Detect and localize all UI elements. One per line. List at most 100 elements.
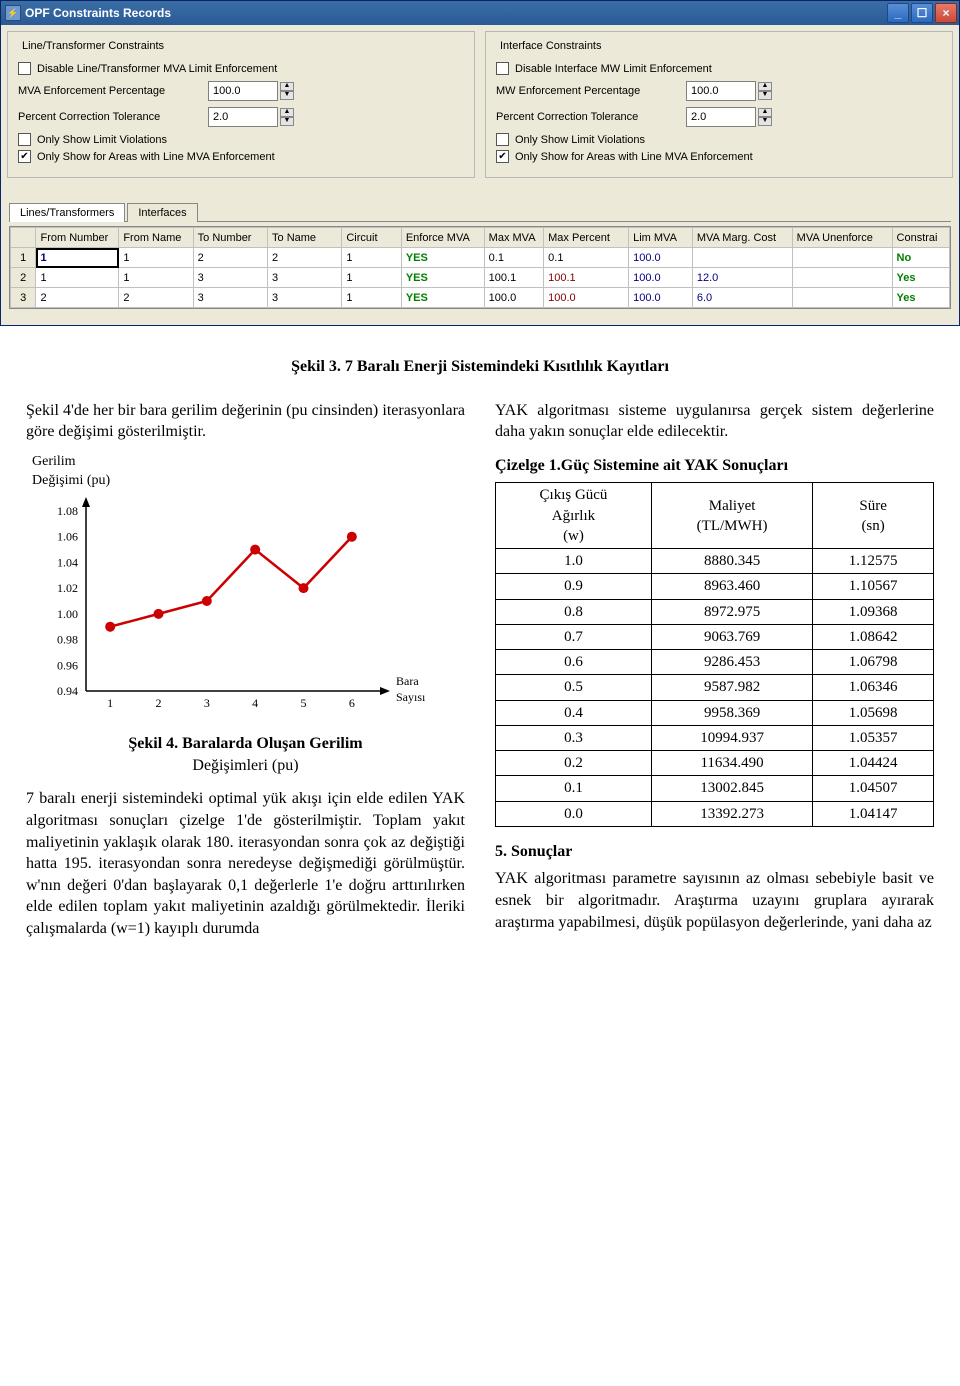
- column-header[interactable]: Constrai: [892, 228, 949, 248]
- mw-enforcement-input[interactable]: 100.0: [686, 81, 756, 101]
- grid-cell[interactable]: 3: [193, 268, 267, 288]
- grid-cell[interactable]: 100.0: [484, 288, 543, 308]
- column-header[interactable]: MVA Marg. Cost: [692, 228, 792, 248]
- tol-spinner[interactable]: ▲▼: [758, 108, 772, 126]
- table-row[interactable]: 322331YES100.0100.0100.06.0Yes: [11, 288, 950, 308]
- grid-cell[interactable]: 1: [342, 248, 401, 268]
- grid-cell[interactable]: 100.1: [544, 268, 629, 288]
- column-header[interactable]: To Name: [268, 228, 342, 248]
- grid-cell[interactable]: Yes: [892, 268, 949, 288]
- svg-text:5: 5: [301, 696, 307, 710]
- only-areas-checkbox[interactable]: ✔ Only Show for Areas with Line MVA Enfo…: [18, 150, 464, 163]
- grid-cell[interactable]: [792, 248, 892, 268]
- tab-interfaces[interactable]: Interfaces: [127, 203, 197, 222]
- grid-cell[interactable]: 1: [119, 268, 193, 288]
- svg-text:1.08: 1.08: [57, 504, 78, 518]
- grid-cell[interactable]: 1: [342, 268, 401, 288]
- svg-text:0.98: 0.98: [57, 632, 78, 646]
- column-header[interactable]: From Name: [119, 228, 193, 248]
- only-areas-checkbox[interactable]: ✔ Only Show for Areas with Line MVA Enfo…: [496, 150, 942, 163]
- pct-tolerance-input[interactable]: 2.0: [208, 107, 278, 127]
- grid-cell[interactable]: 3: [268, 288, 342, 308]
- maximize-button[interactable]: ☐: [911, 3, 933, 23]
- grid-cell[interactable]: 0.1: [484, 248, 543, 268]
- titlebar[interactable]: ⚡ OPF Constraints Records _ ☐ ×: [1, 1, 959, 25]
- table-row[interactable]: 211331YES100.1100.1100.012.0Yes: [11, 268, 950, 288]
- table-cell: 0.1: [496, 776, 652, 801]
- only-violations-checkbox[interactable]: Only Show Limit Violations: [18, 133, 464, 146]
- minimize-button[interactable]: _: [887, 3, 909, 23]
- svg-text:4: 4: [252, 696, 258, 710]
- grid-cell[interactable]: Yes: [892, 288, 949, 308]
- spin-down-icon[interactable]: ▼: [280, 117, 294, 126]
- spin-up-icon[interactable]: ▲: [758, 108, 772, 117]
- column-header[interactable]: To Number: [193, 228, 267, 248]
- spin-down-icon[interactable]: ▼: [758, 117, 772, 126]
- grid-cell[interactable]: 1: [119, 248, 193, 268]
- disable-line-mva-checkbox[interactable]: Disable Line/Transformer MVA Limit Enfor…: [18, 62, 464, 75]
- mva-spinner[interactable]: ▲▼: [280, 82, 294, 100]
- column-header[interactable]: From Number: [36, 228, 119, 248]
- table-cell: 1.04424: [813, 751, 934, 776]
- grid-cell[interactable]: YES: [401, 248, 484, 268]
- table-row: 0.59587.9821.06346: [496, 675, 934, 700]
- line-transformer-constraints-group: Line/Transformer Constraints Disable Lin…: [7, 31, 475, 178]
- grid-cell[interactable]: YES: [401, 268, 484, 288]
- grid-cell[interactable]: 2: [268, 248, 342, 268]
- table-cell: 1.10567: [813, 574, 934, 599]
- grid-cell[interactable]: 100.0: [629, 288, 693, 308]
- grid-cell[interactable]: 100.0: [629, 248, 693, 268]
- spin-down-icon[interactable]: ▼: [280, 91, 294, 100]
- tol-spinner[interactable]: ▲▼: [280, 108, 294, 126]
- tab-lines-transformers[interactable]: Lines/Transformers: [9, 203, 125, 222]
- grid-cell[interactable]: [792, 268, 892, 288]
- svg-text:0.96: 0.96: [57, 658, 78, 672]
- grid-cell[interactable]: 3: [193, 288, 267, 308]
- spin-down-icon[interactable]: ▼: [758, 91, 772, 100]
- grid-cell[interactable]: 2: [36, 288, 119, 308]
- grid-cell[interactable]: 3: [268, 268, 342, 288]
- disable-interface-mw-checkbox[interactable]: Disable Interface MW Limit Enforcement: [496, 62, 942, 75]
- constraints-grid[interactable]: From NumberFrom NameTo NumberTo NameCirc…: [9, 226, 951, 309]
- interface-constraints-group: Interface Constraints Disable Interface …: [485, 31, 953, 178]
- grid-cell[interactable]: No: [892, 248, 949, 268]
- grid-cell[interactable]: [692, 248, 792, 268]
- grid-cell[interactable]: 1: [36, 268, 119, 288]
- grid-cell[interactable]: 6.0: [692, 288, 792, 308]
- column-header[interactable]: Lim MVA: [629, 228, 693, 248]
- column-header[interactable]: [11, 228, 36, 248]
- grid-cell[interactable]: 2: [119, 288, 193, 308]
- grid-cell[interactable]: YES: [401, 288, 484, 308]
- mva-enforcement-label: MVA Enforcement Percentage: [18, 85, 208, 97]
- column-header[interactable]: Circuit: [342, 228, 401, 248]
- table-cell: 13002.845: [651, 776, 812, 801]
- grid-cell[interactable]: 1: [342, 288, 401, 308]
- checkbox-label: Only Show Limit Violations: [515, 134, 645, 146]
- column-header[interactable]: Max Percent: [544, 228, 629, 248]
- table-cell: 1.09368: [813, 599, 934, 624]
- table-row: 0.98963.4601.10567: [496, 574, 934, 599]
- table-cell: 9958.369: [651, 700, 812, 725]
- grid-cell[interactable]: 0.1: [544, 248, 629, 268]
- spin-up-icon[interactable]: ▲: [280, 82, 294, 91]
- grid-cell[interactable]: 2: [193, 248, 267, 268]
- spin-up-icon[interactable]: ▲: [758, 82, 772, 91]
- only-violations-checkbox[interactable]: Only Show Limit Violations: [496, 133, 942, 146]
- mw-spinner[interactable]: ▲▼: [758, 82, 772, 100]
- grid-cell[interactable]: 12.0: [692, 268, 792, 288]
- column-header[interactable]: MVA Unenforce: [792, 228, 892, 248]
- grid-cell[interactable]: 100.0: [544, 288, 629, 308]
- col-header: Çıkış GücüAğırlık(w): [496, 483, 652, 549]
- column-header[interactable]: Max MVA: [484, 228, 543, 248]
- table-row[interactable]: 111221YES0.10.1100.0No: [11, 248, 950, 268]
- pct-tolerance-input[interactable]: 2.0: [686, 107, 756, 127]
- spin-up-icon[interactable]: ▲: [280, 108, 294, 117]
- mva-enforcement-input[interactable]: 100.0: [208, 81, 278, 101]
- grid-cell[interactable]: 100.0: [629, 268, 693, 288]
- grid-cell[interactable]: [792, 288, 892, 308]
- grid-cell[interactable]: 100.1: [484, 268, 543, 288]
- grid-cell[interactable]: 1: [36, 248, 119, 268]
- close-button[interactable]: ×: [935, 3, 957, 23]
- column-header[interactable]: Enforce MVA: [401, 228, 484, 248]
- checkbox-icon: [18, 62, 31, 75]
